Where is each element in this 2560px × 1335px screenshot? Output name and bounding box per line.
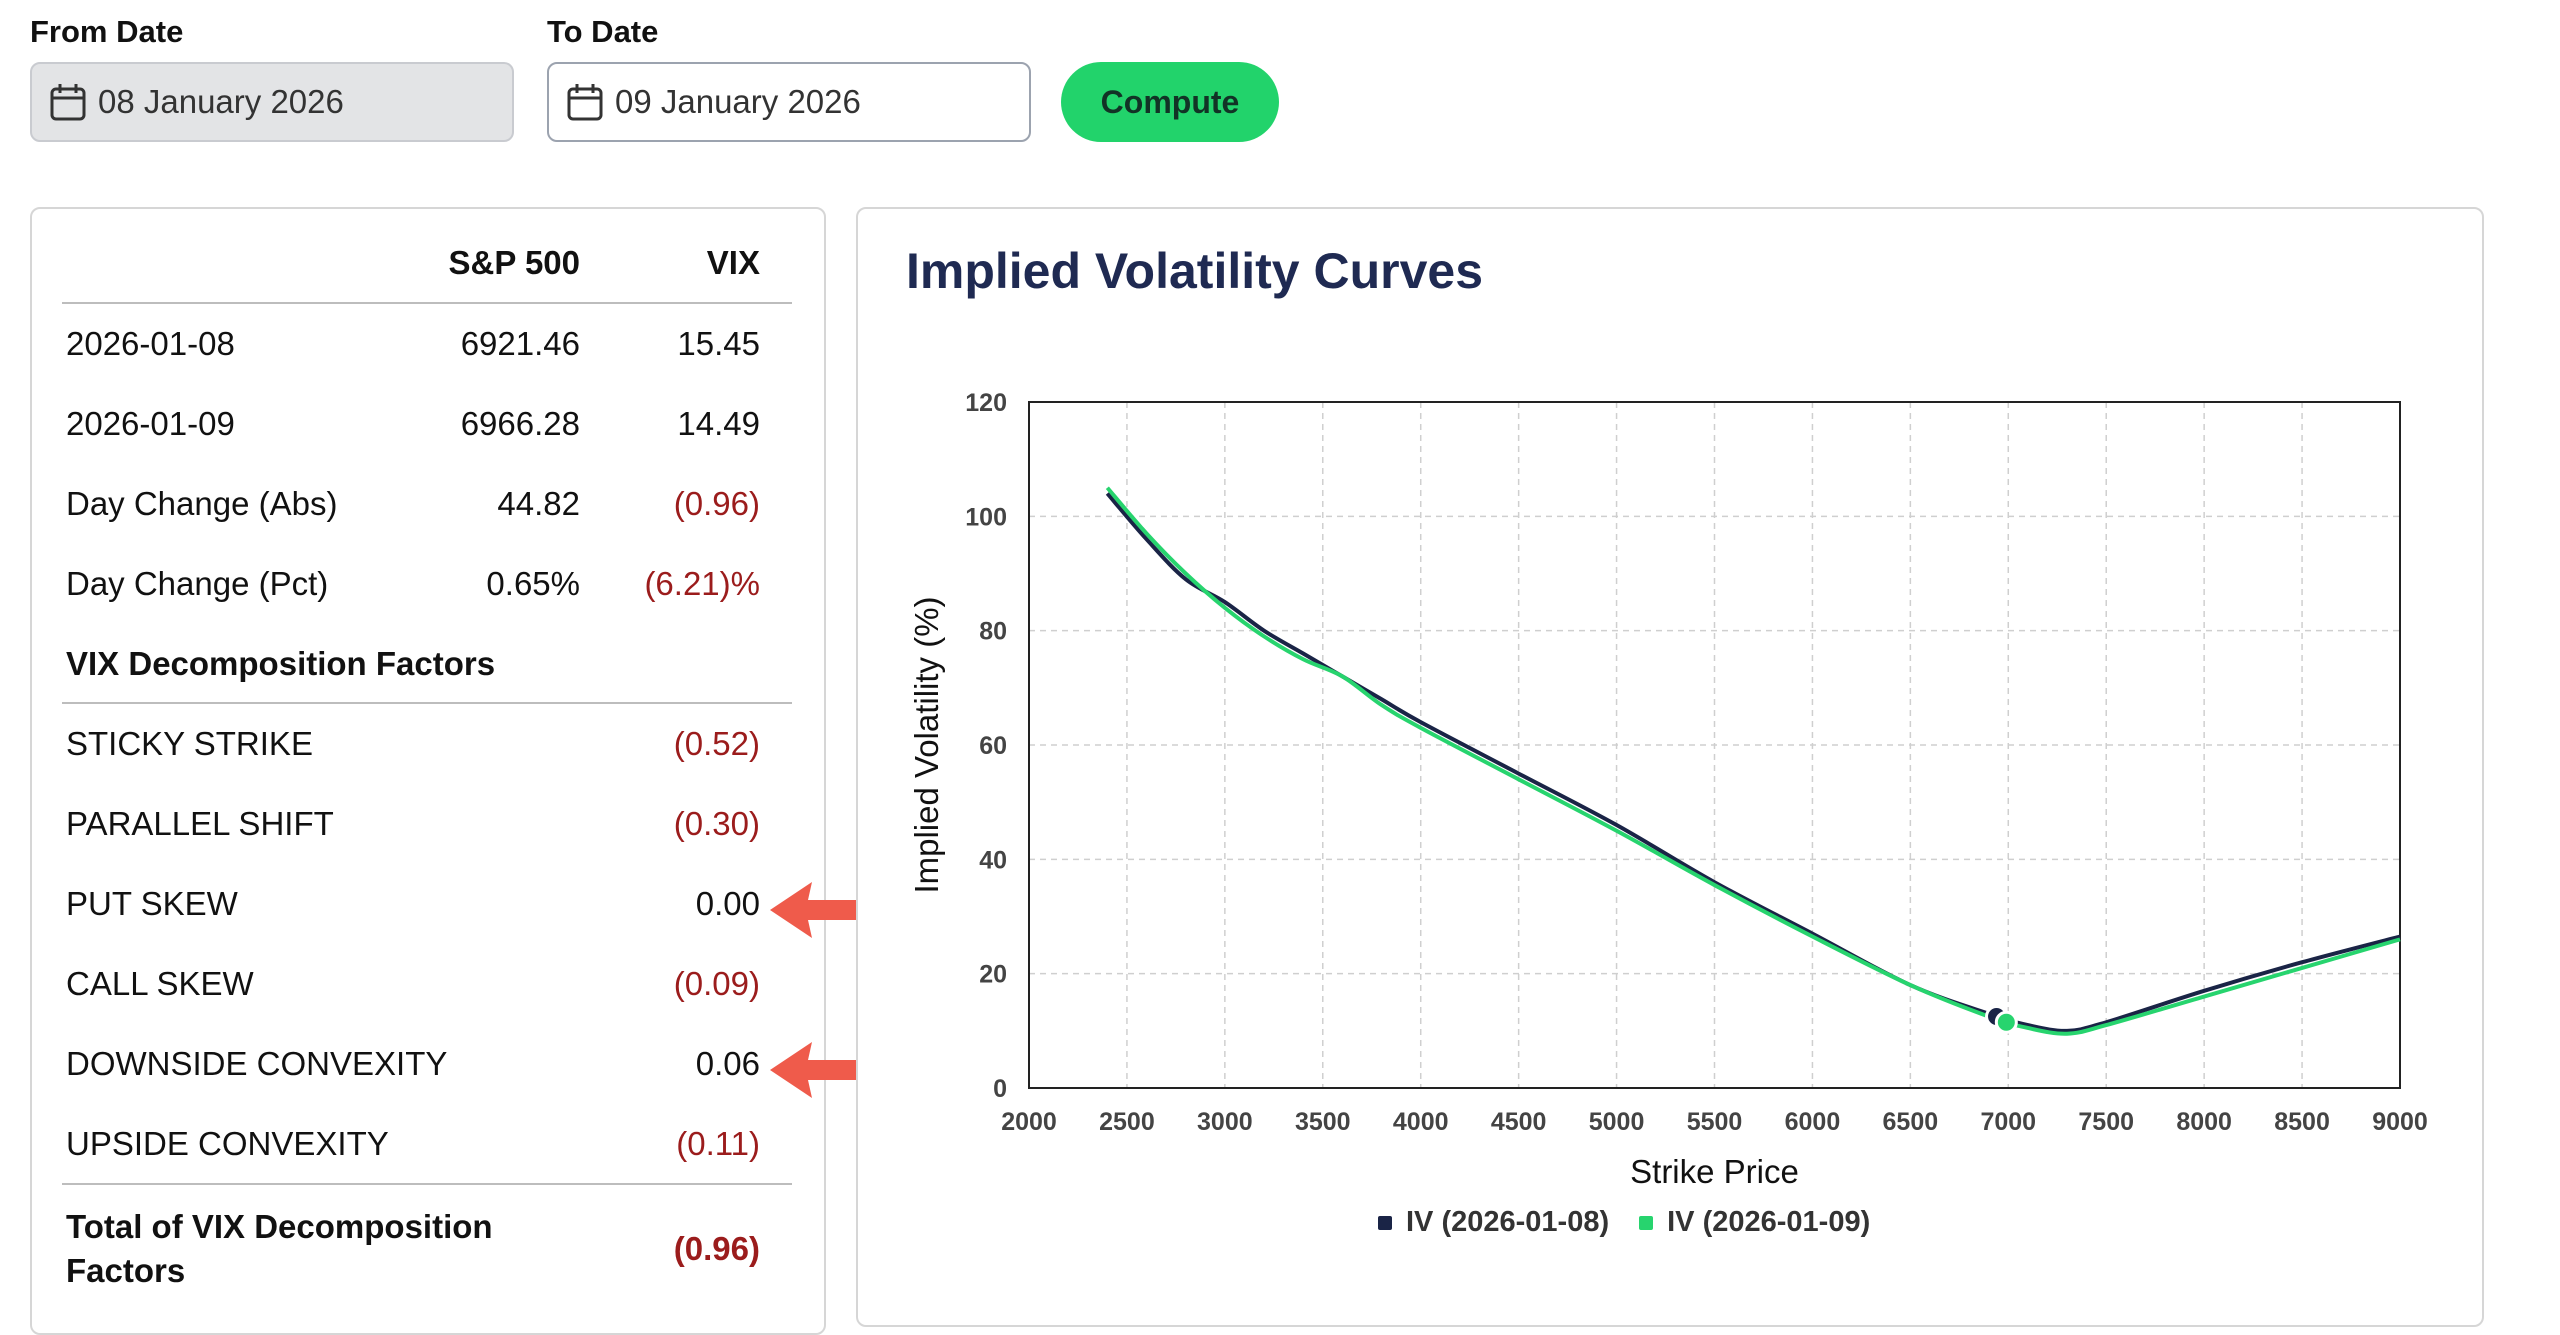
legend-label: IV (2026-01-09) xyxy=(1667,1206,1871,1238)
plot-frame xyxy=(1028,401,2401,1089)
factor-value: 0.00 xyxy=(695,885,760,922)
x-tick-label: 3500 xyxy=(1295,1108,1351,1136)
factor-value: (0.30) xyxy=(673,805,760,842)
to-date-label: To Date xyxy=(547,14,659,49)
y-axis-label: Implied Volatility (%) xyxy=(908,596,945,893)
factor-label: CALL SKEW xyxy=(66,965,254,1002)
factor-label: UPSIDE CONVEXITY xyxy=(66,1125,389,1162)
row-sp500: 44.82 xyxy=(497,485,580,522)
y-tick-label: 40 xyxy=(979,846,1007,874)
y-tick-label: 0 xyxy=(993,1075,1007,1103)
factor-value: (0.52) xyxy=(673,725,760,762)
x-tick-label: 5500 xyxy=(1687,1108,1743,1136)
calendar-icon xyxy=(567,83,603,121)
compute-button[interactable]: Compute xyxy=(1061,62,1279,142)
y-tick-label: 80 xyxy=(979,618,1007,646)
to-date-value: 09 January 2026 xyxy=(615,83,861,120)
divider xyxy=(62,302,792,304)
factor-row: DOWNSIDE CONVEXITY 0.06 xyxy=(66,1045,760,1105)
x-tick-label: 7500 xyxy=(2078,1108,2134,1136)
factor-row: STICKY STRIKE (0.52) xyxy=(66,725,760,785)
legend-swatch-icon xyxy=(1378,1215,1392,1230)
row-label: Day Change (Pct) xyxy=(66,565,329,602)
factor-row: PUT SKEW 0.00 xyxy=(66,885,760,945)
y-tick-label: 20 xyxy=(979,961,1007,989)
section-title: VIX Decomposition Factors xyxy=(66,645,760,705)
from-date-value: 08 January 2026 xyxy=(98,83,344,120)
y-tick-label: 100 xyxy=(965,503,1007,531)
legend-item[interactable]: IV (2026-01-09) xyxy=(1639,1206,1870,1239)
x-tick-label: 6000 xyxy=(1785,1108,1841,1136)
series-line-1 xyxy=(1105,492,2401,1033)
chart-title: Implied Volatility Curves xyxy=(906,243,1484,299)
total-label: Total of VIX Decomposition Factors xyxy=(66,1205,493,1293)
x-tick-label: 4000 xyxy=(1393,1108,1449,1136)
factor-label: STICKY STRIKE xyxy=(66,725,313,762)
x-tick-label: 2500 xyxy=(1099,1108,1155,1136)
factor-value: 0.06 xyxy=(695,1045,760,1082)
legend-swatch-icon xyxy=(1639,1215,1654,1230)
row-vix: (6.21)% xyxy=(644,565,760,602)
calendar-icon xyxy=(50,83,86,121)
x-tick-label: 8500 xyxy=(2274,1108,2330,1136)
legend-label: IV (2026-01-08) xyxy=(1406,1206,1610,1238)
series-line-2 xyxy=(1105,486,2401,1036)
total-row: Total of VIX Decomposition Factors (0.96… xyxy=(66,1205,760,1305)
factor-label: PARALLEL SHIFT xyxy=(66,805,334,842)
factor-label: PUT SKEW xyxy=(66,885,238,922)
factor-row: CALL SKEW (0.09) xyxy=(66,965,760,1025)
total-value: (0.96) xyxy=(673,1230,760,1267)
series-marker-2 xyxy=(1994,1010,2018,1034)
table-row: Day Change (Abs) 44.82 (0.96) xyxy=(66,485,760,545)
factor-row: UPSIDE CONVEXITY (0.11) xyxy=(66,1125,760,1185)
total-label-line1: Total of VIX Decomposition xyxy=(66,1208,493,1245)
chart-legend: IV (2026-01-08) IV (2026-01-09) xyxy=(1378,1206,1900,1239)
factor-label: DOWNSIDE CONVEXITY xyxy=(66,1045,448,1082)
row-sp500: 6921.46 xyxy=(460,325,580,362)
y-tick-label: 60 xyxy=(979,732,1007,760)
table-row: 2026-01-09 6966.28 14.49 xyxy=(66,405,760,465)
divider xyxy=(62,1183,792,1185)
factor-value: (0.09) xyxy=(673,965,760,1002)
section-title-text: VIX Decomposition Factors xyxy=(66,645,496,682)
legend-item[interactable]: IV (2026-01-08) xyxy=(1378,1206,1609,1239)
from-date-label: From Date xyxy=(30,14,184,49)
factor-value: (0.11) xyxy=(676,1125,760,1162)
table-header: S&P 500 VIX xyxy=(66,244,760,304)
x-tick-label: 4500 xyxy=(1491,1108,1547,1136)
row-label: Day Change (Abs) xyxy=(66,485,338,522)
summary-table-panel xyxy=(30,207,826,1335)
row-vix: (0.96) xyxy=(673,485,760,522)
row-vix: 14.49 xyxy=(677,405,760,442)
row-label: 2026-01-09 xyxy=(66,405,235,442)
annotation-arrow-icon xyxy=(770,882,862,938)
row-label: 2026-01-08 xyxy=(66,325,235,362)
row-sp500: 0.65% xyxy=(486,565,580,602)
x-axis-label: Strike Price xyxy=(1630,1153,1799,1190)
to-date-input[interactable]: 09 January 2026 xyxy=(547,62,1031,142)
x-tick-label: 7000 xyxy=(1980,1108,2036,1136)
header-vix: VIX xyxy=(706,244,760,281)
x-tick-label: 8000 xyxy=(2176,1108,2232,1136)
x-tick-label: 3000 xyxy=(1197,1108,1253,1136)
row-vix: 15.45 xyxy=(677,325,760,362)
divider xyxy=(62,702,792,704)
x-tick-label: 6500 xyxy=(1883,1108,1939,1136)
annotation-arrow-icon xyxy=(770,1042,936,1098)
x-tick-label: 5000 xyxy=(1589,1108,1645,1136)
x-tick-label: 9000 xyxy=(2372,1108,2428,1136)
total-label-line2: Factors xyxy=(66,1252,186,1289)
table-row: Day Change (Pct) 0.65% (6.21)% xyxy=(66,565,760,625)
x-tick-label: 2000 xyxy=(1001,1108,1057,1136)
row-sp500: 6966.28 xyxy=(460,405,580,442)
header-sp500: S&P 500 xyxy=(448,244,580,281)
factor-row: PARALLEL SHIFT (0.30) xyxy=(66,805,760,865)
table-row: 2026-01-08 6921.46 15.45 xyxy=(66,325,760,385)
y-tick-label: 120 xyxy=(965,389,1007,417)
from-date-input[interactable]: 08 January 2026 xyxy=(30,62,514,142)
